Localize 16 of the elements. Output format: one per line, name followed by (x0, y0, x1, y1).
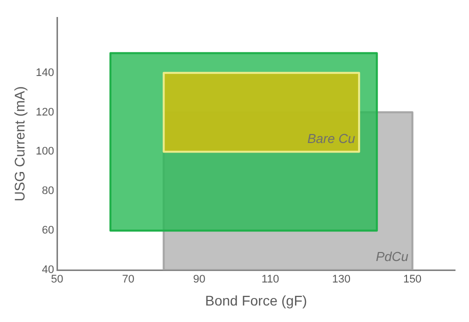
series-label: Bare Cu (307, 130, 356, 146)
x-tick-label: 50 (51, 274, 64, 286)
y-tick-label: 80 (42, 185, 54, 198)
x-tick-label: 90 (193, 274, 206, 286)
x-tick-label: 150 (403, 274, 422, 286)
x-tick-label: 70 (122, 274, 134, 286)
y-tick-label: 140 (36, 66, 54, 79)
y-tick-label: 60 (42, 224, 54, 237)
series-label: PdCu (376, 249, 408, 264)
y-tick-label: 100 (36, 146, 54, 158)
y-tick-label: 120 (36, 106, 54, 118)
y-tick-label: 40 (42, 264, 54, 276)
y-axis-title: USG Current (mA) (11, 86, 28, 202)
x-axis-title: Bond Force (gF) (205, 292, 308, 308)
x-tick-label: 110 (262, 274, 280, 286)
x-tick-label: 130 (332, 274, 351, 286)
